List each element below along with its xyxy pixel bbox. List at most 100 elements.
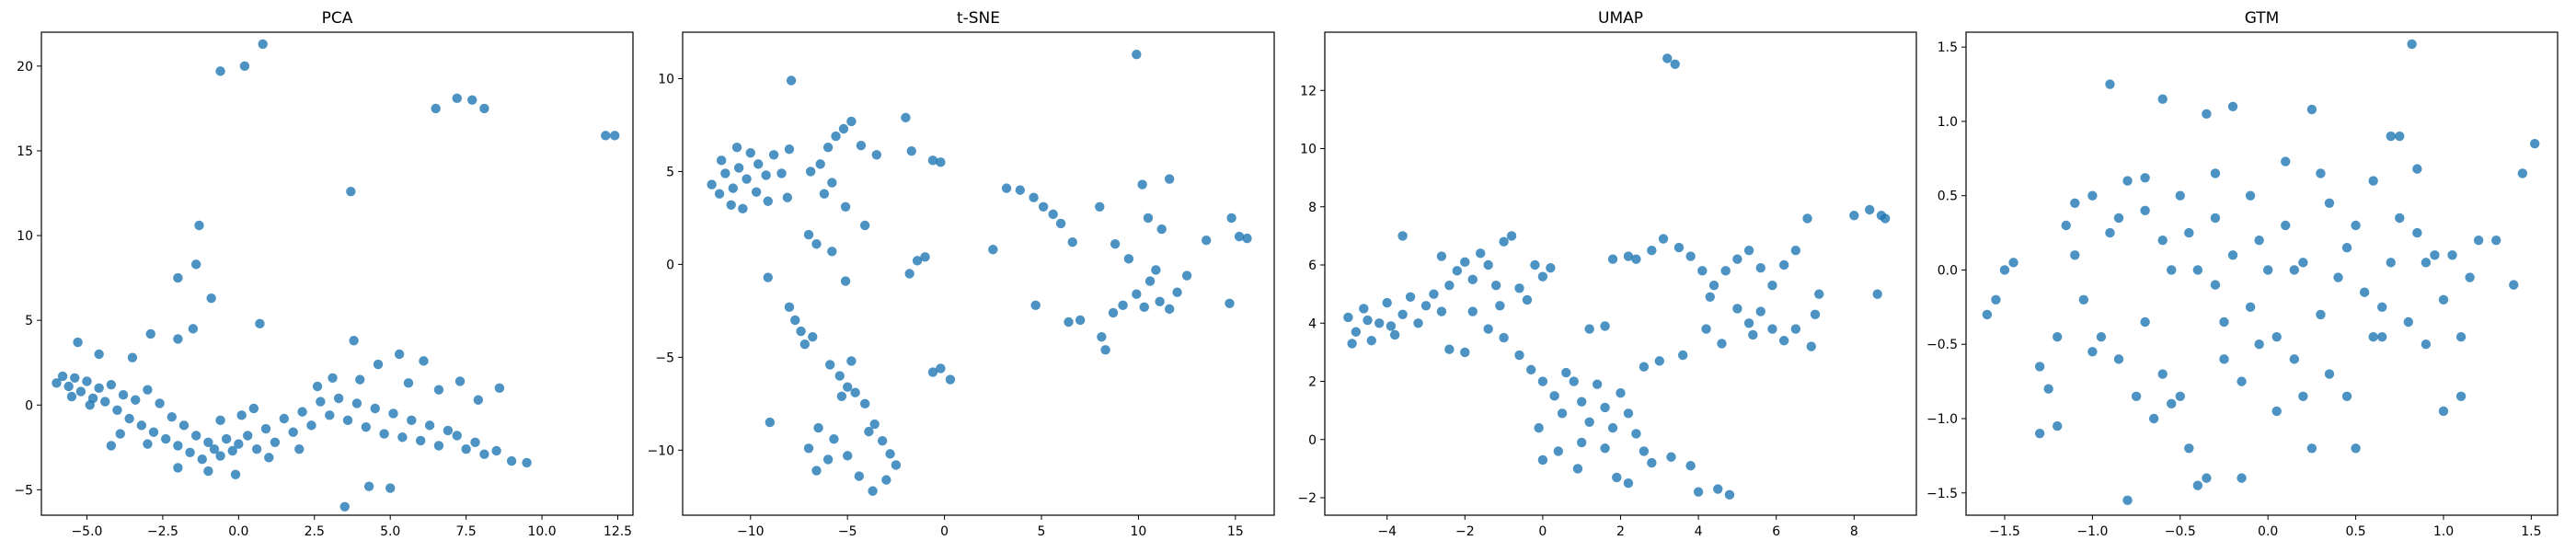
t-sne-point xyxy=(1202,235,1212,246)
pca-point xyxy=(52,378,62,388)
gtm-point xyxy=(2530,138,2540,149)
pca-point xyxy=(363,481,374,491)
pca-point xyxy=(333,393,344,404)
t-sne-point xyxy=(808,331,818,342)
umap-point xyxy=(1429,289,1439,299)
pca-point xyxy=(127,352,138,362)
pca-title: PCA xyxy=(322,9,353,28)
umap-point xyxy=(1557,408,1568,419)
pca-x-tick-label: 0.0 xyxy=(228,524,248,539)
t-sne-points xyxy=(707,50,1252,496)
t-sne-point xyxy=(869,419,880,430)
gtm-point xyxy=(2298,391,2308,401)
gtm-point xyxy=(2465,272,2475,282)
t-sne-point xyxy=(1132,289,1142,299)
umap-point xyxy=(1600,321,1610,331)
t-sne-point xyxy=(1067,236,1077,247)
t-sne-point xyxy=(763,196,773,206)
t-sne-point xyxy=(840,201,851,213)
pca-point xyxy=(454,376,466,386)
pca-point xyxy=(251,443,262,454)
gtm-point xyxy=(2377,331,2387,342)
umap-point xyxy=(1720,266,1731,276)
umap-point xyxy=(1732,304,1742,314)
pca-x-tick-label: 5.0 xyxy=(380,524,400,539)
gtm-point xyxy=(2192,265,2203,275)
pca-point xyxy=(431,103,441,114)
pca-point xyxy=(522,457,532,468)
pca-x-tick-label: 7.5 xyxy=(456,524,477,539)
pca-point xyxy=(288,427,298,437)
gtm-panel: GTM −1.5 −1.0 −0.5 0.0 0.5 1.0 1.5 −1.5 −1.0 −0.5 0… xyxy=(1926,9,2559,539)
pca-point xyxy=(94,349,104,360)
gtm-point xyxy=(2210,280,2221,290)
pca-y-tick-label: −5 xyxy=(14,483,33,498)
pca-point xyxy=(306,420,316,431)
t-sne-point xyxy=(1137,179,1147,190)
t-sne-point xyxy=(745,148,755,158)
t-sne-point xyxy=(885,449,895,459)
t-sne-point xyxy=(822,454,834,465)
umap-y-tick-label: 4 xyxy=(1308,316,1317,331)
umap-point xyxy=(1553,446,1564,456)
umap-point xyxy=(1444,280,1455,291)
gtm-point xyxy=(2105,227,2115,238)
pca-point xyxy=(206,293,216,304)
pca-point xyxy=(339,501,350,512)
gtm-point xyxy=(2113,213,2124,224)
pca-point xyxy=(148,427,159,437)
pca-point xyxy=(155,398,165,408)
t-sne-point xyxy=(1001,183,1012,193)
umap-point xyxy=(1600,402,1610,413)
t-sne-point xyxy=(813,422,823,433)
umap-point xyxy=(1467,274,1478,285)
t-sne-y-tick-label: 5 xyxy=(666,165,674,179)
umap-point xyxy=(1748,329,1758,340)
pca-x-tick-label: 12.5 xyxy=(604,524,632,539)
gtm-point xyxy=(2412,164,2422,174)
t-sne-x-tick-label: 10 xyxy=(1131,524,1147,539)
umap-point xyxy=(1616,387,1626,398)
t-sne-point xyxy=(761,170,771,180)
umap-y-tick-label: 8 xyxy=(1308,201,1317,215)
t-sne-point xyxy=(1030,300,1041,311)
pca-point xyxy=(342,415,353,426)
gtm-point xyxy=(2237,473,2247,483)
t-sne-point xyxy=(1132,50,1142,60)
pca-point xyxy=(221,433,232,444)
t-sne-point xyxy=(1029,192,1039,202)
t-sne-point xyxy=(1155,296,1165,306)
t-sne-point xyxy=(720,168,730,178)
pca-y-tick-label: 5 xyxy=(25,314,33,328)
umap-y-tick-label: 12 xyxy=(1300,84,1317,98)
umap-x-tick-label: 6 xyxy=(1772,524,1780,539)
t-sne-x-tick-label: 0 xyxy=(940,524,949,539)
t-sne-point xyxy=(796,326,806,337)
t-sne-point xyxy=(1156,224,1167,235)
pca-point xyxy=(452,431,462,441)
gtm-point xyxy=(2351,443,2361,454)
pca-point xyxy=(203,466,213,477)
umap-point xyxy=(1693,487,1704,497)
umap-point xyxy=(1623,478,1634,489)
gtm-point xyxy=(2140,316,2150,328)
umap-x-tick-label: 2 xyxy=(1616,524,1625,539)
gtm-point xyxy=(2351,220,2361,231)
gtm-point xyxy=(2061,220,2071,231)
t-sne-point xyxy=(1242,233,1252,244)
t-sne-point xyxy=(906,146,916,156)
pca-point xyxy=(279,413,289,424)
pca-point xyxy=(75,386,86,397)
umap-point xyxy=(1452,266,1463,276)
pca-point xyxy=(145,328,155,339)
umap-point xyxy=(1880,213,1891,224)
pca-point xyxy=(131,395,141,405)
umap-point xyxy=(1499,236,1509,247)
t-sne-point xyxy=(1110,238,1121,249)
gtm-y-tick-label: 0.0 xyxy=(1938,263,1958,278)
pca-point xyxy=(385,483,396,493)
umap-point xyxy=(1623,408,1634,419)
umap-point xyxy=(1359,304,1369,314)
pca-point xyxy=(349,336,359,346)
umap-point xyxy=(1495,301,1505,311)
